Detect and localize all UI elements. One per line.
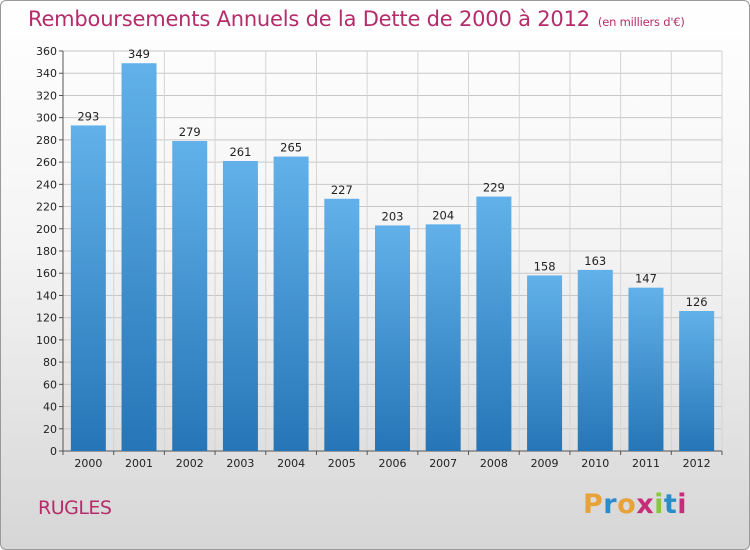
x-tick-label: 2010 [581,457,609,470]
x-tick-label: 2009 [531,457,559,470]
bar [425,224,461,451]
y-tick-label: 360 [36,45,57,58]
data-label: 203 [382,209,404,223]
data-labels: 293 349 279 261 265 227 203 204 229 158 163 147 126 [77,47,707,309]
y-tick-label: 300 [36,112,57,125]
data-label: 265 [280,141,302,155]
y-tick-label: 20 [43,423,57,436]
y-tick-label: 140 [36,289,57,302]
x-tick-label: 2006 [379,457,407,470]
logo-letter: i [677,489,688,520]
bars [70,63,715,452]
bar [273,156,309,452]
chart-title: Remboursements Annuels de la Dette de 20… [28,7,685,31]
logo-letter: r [603,489,618,520]
bar [172,141,208,451]
bar [222,161,258,451]
y-tick-label: 340 [36,67,57,80]
y-tick-label: 160 [36,267,57,280]
x-tick-label: 2003 [226,457,254,470]
logo-letter: o [617,489,637,520]
y-tick-label: 0 [50,445,57,458]
y-tick-label: 100 [36,334,57,347]
y-tick-label: 60 [43,378,57,391]
logo-letter: t [663,489,678,520]
proxiti-logo[interactable]: Proxiti [583,489,687,520]
y-tick-label: 220 [36,201,57,214]
y-tick-label: 120 [36,312,57,325]
bar [527,275,563,451]
x-tick-label: 2000 [74,457,102,470]
data-label: 126 [686,295,708,309]
data-label: 293 [77,109,99,123]
y-tick-label: 180 [36,245,57,258]
x-tick-label: 2012 [683,457,711,470]
data-label: 349 [128,47,150,61]
data-label: 261 [229,145,251,159]
x-tick-label: 2007 [429,457,457,470]
y-tick-label: 280 [36,134,57,147]
x-tick-label: 2008 [480,457,508,470]
logo-letter: x [636,489,655,520]
x-tick-label: 2011 [632,457,660,470]
y-tick-label: 240 [36,178,57,191]
logo-letter: i [654,489,664,520]
bar [679,311,715,451]
y-tick-label: 320 [36,89,57,102]
bar [628,287,664,451]
y-tick-label: 200 [36,223,57,236]
y-tick-label: 260 [36,156,57,169]
x-tick-label: 2002 [176,457,204,470]
data-label: 163 [584,254,606,268]
bar [476,196,512,451]
y-tick-label: 40 [43,401,57,414]
data-label: 204 [432,208,454,222]
bar [70,125,106,451]
bar [375,225,410,451]
data-label: 279 [179,125,201,139]
logo-letter: P [583,489,604,520]
bar [324,198,360,451]
data-label: 229 [483,181,505,195]
x-tick-label: 2004 [277,457,305,470]
bar [121,63,157,451]
bar [577,269,613,451]
unit-label: (en milliers d'€) [597,15,685,29]
x-tick-label: 2005 [328,457,356,470]
town-name: RUGLES [38,497,112,519]
data-label: 158 [534,259,556,273]
title-text: Remboursements Annuels de la Dette de 20… [28,7,590,31]
y-tick-label: 80 [43,356,57,369]
data-label: 147 [635,272,657,286]
data-label: 227 [331,183,353,197]
x-tick-label: 2001 [125,457,153,470]
